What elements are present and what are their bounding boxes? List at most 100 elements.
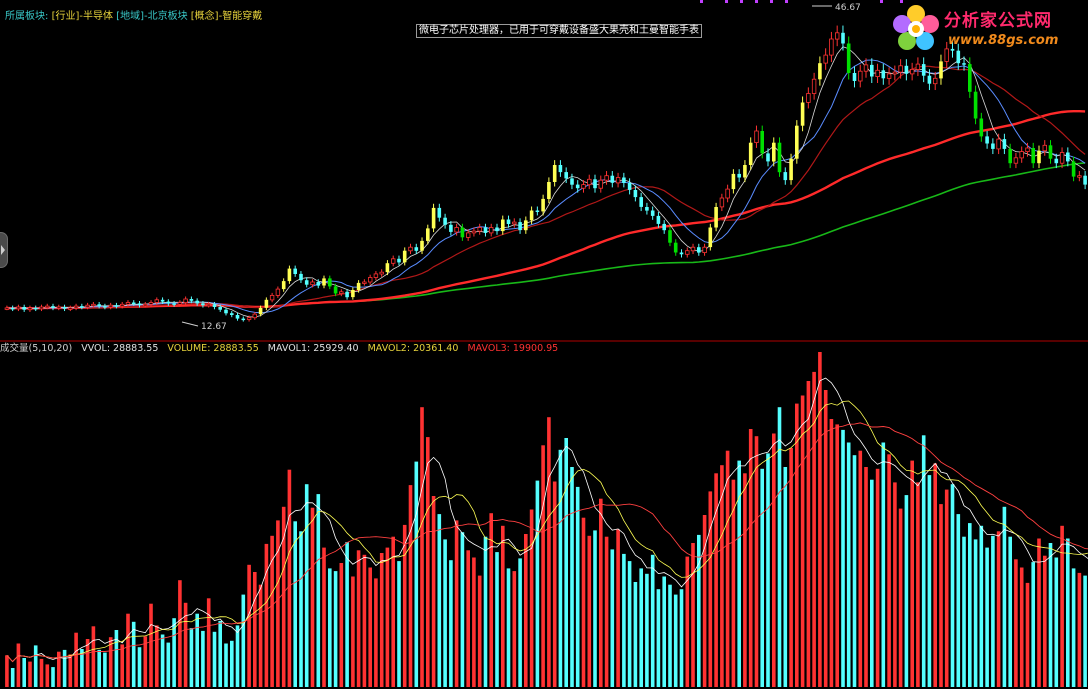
candle-body [933, 77, 938, 85]
candle-body [789, 158, 793, 181]
volume-bar [893, 482, 897, 687]
flower-icon [893, 5, 939, 50]
volume-legend: 成交量(5,10,20) VVOL: 28883.55 VOLUME: 2888… [0, 343, 564, 354]
volume-bar [968, 523, 972, 687]
volume-bar [673, 594, 678, 687]
candle-body [51, 306, 55, 308]
volume-bar [581, 517, 586, 687]
candle-body [991, 143, 995, 149]
candle-body [206, 303, 211, 307]
volume-bar [1077, 572, 1082, 687]
candle-body [16, 306, 21, 310]
ma-long-green-line [6, 162, 1086, 310]
volume-bar [39, 658, 44, 687]
volume-bar [1002, 506, 1007, 687]
volume-bar [310, 507, 315, 687]
volume-bar [904, 495, 909, 687]
volume-bar [760, 468, 764, 687]
candle-body [835, 32, 840, 40]
candle-body [1008, 148, 1012, 164]
candle-body [426, 228, 430, 241]
volume-bar [743, 473, 747, 687]
mavol1-value: MAVOL1: 25929.40 [267, 343, 359, 354]
volume-bar [818, 352, 822, 687]
candle-body [708, 227, 713, 248]
candle-body [870, 64, 874, 77]
candle-body [483, 227, 488, 233]
candle-body [62, 307, 67, 309]
volume-bar [472, 557, 476, 687]
candle-body [1025, 147, 1030, 152]
volume-bar [599, 498, 603, 687]
candle-body [673, 242, 678, 253]
volume-bar [322, 547, 326, 687]
candle-body [379, 271, 384, 275]
candle-body [754, 130, 759, 144]
high-price-label: 46.67 [835, 3, 861, 13]
volume-bar [552, 481, 557, 687]
candle-body [968, 64, 972, 92]
candle-body [679, 252, 684, 255]
candle-body [212, 304, 217, 307]
volume-bar [639, 568, 643, 687]
volume-bar [916, 482, 920, 687]
candle-body [281, 281, 286, 290]
volume-bar [991, 535, 995, 687]
volume-bar [604, 536, 609, 687]
candle-body [269, 294, 275, 301]
side-panel-toggle[interactable] [0, 232, 8, 268]
candle-body [33, 307, 38, 310]
candle-body [183, 298, 188, 303]
candle-body [443, 217, 447, 225]
volume-bar [979, 525, 984, 687]
volume-bar [1071, 568, 1076, 687]
volume-bar [1060, 525, 1064, 687]
candle-body [610, 175, 615, 183]
candle-body [829, 38, 834, 56]
volume-bar [714, 473, 718, 687]
volume-bar [823, 390, 828, 687]
volume-bar [45, 664, 50, 687]
candle-body [460, 227, 465, 238]
candle-body [258, 307, 263, 315]
region-tag[interactable]: [地域]-北京板块 [116, 11, 188, 22]
candle-body [471, 230, 477, 234]
concept-tag[interactable]: [概念]-智能穿戴 [190, 11, 263, 22]
volume-bar [944, 489, 949, 687]
volume-bar [610, 549, 615, 687]
volume-bar [697, 534, 701, 687]
candle-body [915, 63, 921, 70]
industry-tag[interactable]: [行业]-半导体 [51, 11, 113, 22]
candle-body [408, 246, 413, 252]
volume-bar [287, 469, 292, 687]
candle-body [316, 282, 321, 286]
candle-body [339, 291, 344, 294]
mavol3-value: MAVOL3: 19900.95 [467, 343, 559, 354]
volume-bar [402, 524, 407, 687]
volume-bar [316, 494, 321, 687]
candle-body [575, 184, 580, 189]
brand-url[interactable]: www.88gs.com [948, 33, 1059, 48]
candle-body [495, 227, 499, 232]
volume-bar [5, 655, 9, 687]
candle-body [650, 210, 655, 216]
candle-body [230, 313, 234, 315]
volume-bar [160, 634, 165, 687]
candle-body [615, 177, 621, 184]
candle-body [131, 302, 136, 304]
volume-bar [218, 620, 222, 687]
volume-bar [483, 536, 488, 687]
candle-body [622, 177, 626, 183]
volume-bar [391, 536, 395, 687]
mavol1-line [6, 377, 1088, 663]
vvol-value: VVOL: 28883.55 [81, 343, 159, 354]
volume-bar [575, 486, 580, 687]
volume-bar [956, 514, 961, 687]
volume-bar [512, 571, 517, 687]
candle-body [1019, 151, 1024, 159]
volume-bar [725, 450, 730, 687]
brand-name: 分析家公式网 [944, 11, 1052, 31]
volume-bar [1019, 567, 1024, 687]
volume-bar [633, 582, 638, 687]
candle-body [310, 281, 315, 286]
